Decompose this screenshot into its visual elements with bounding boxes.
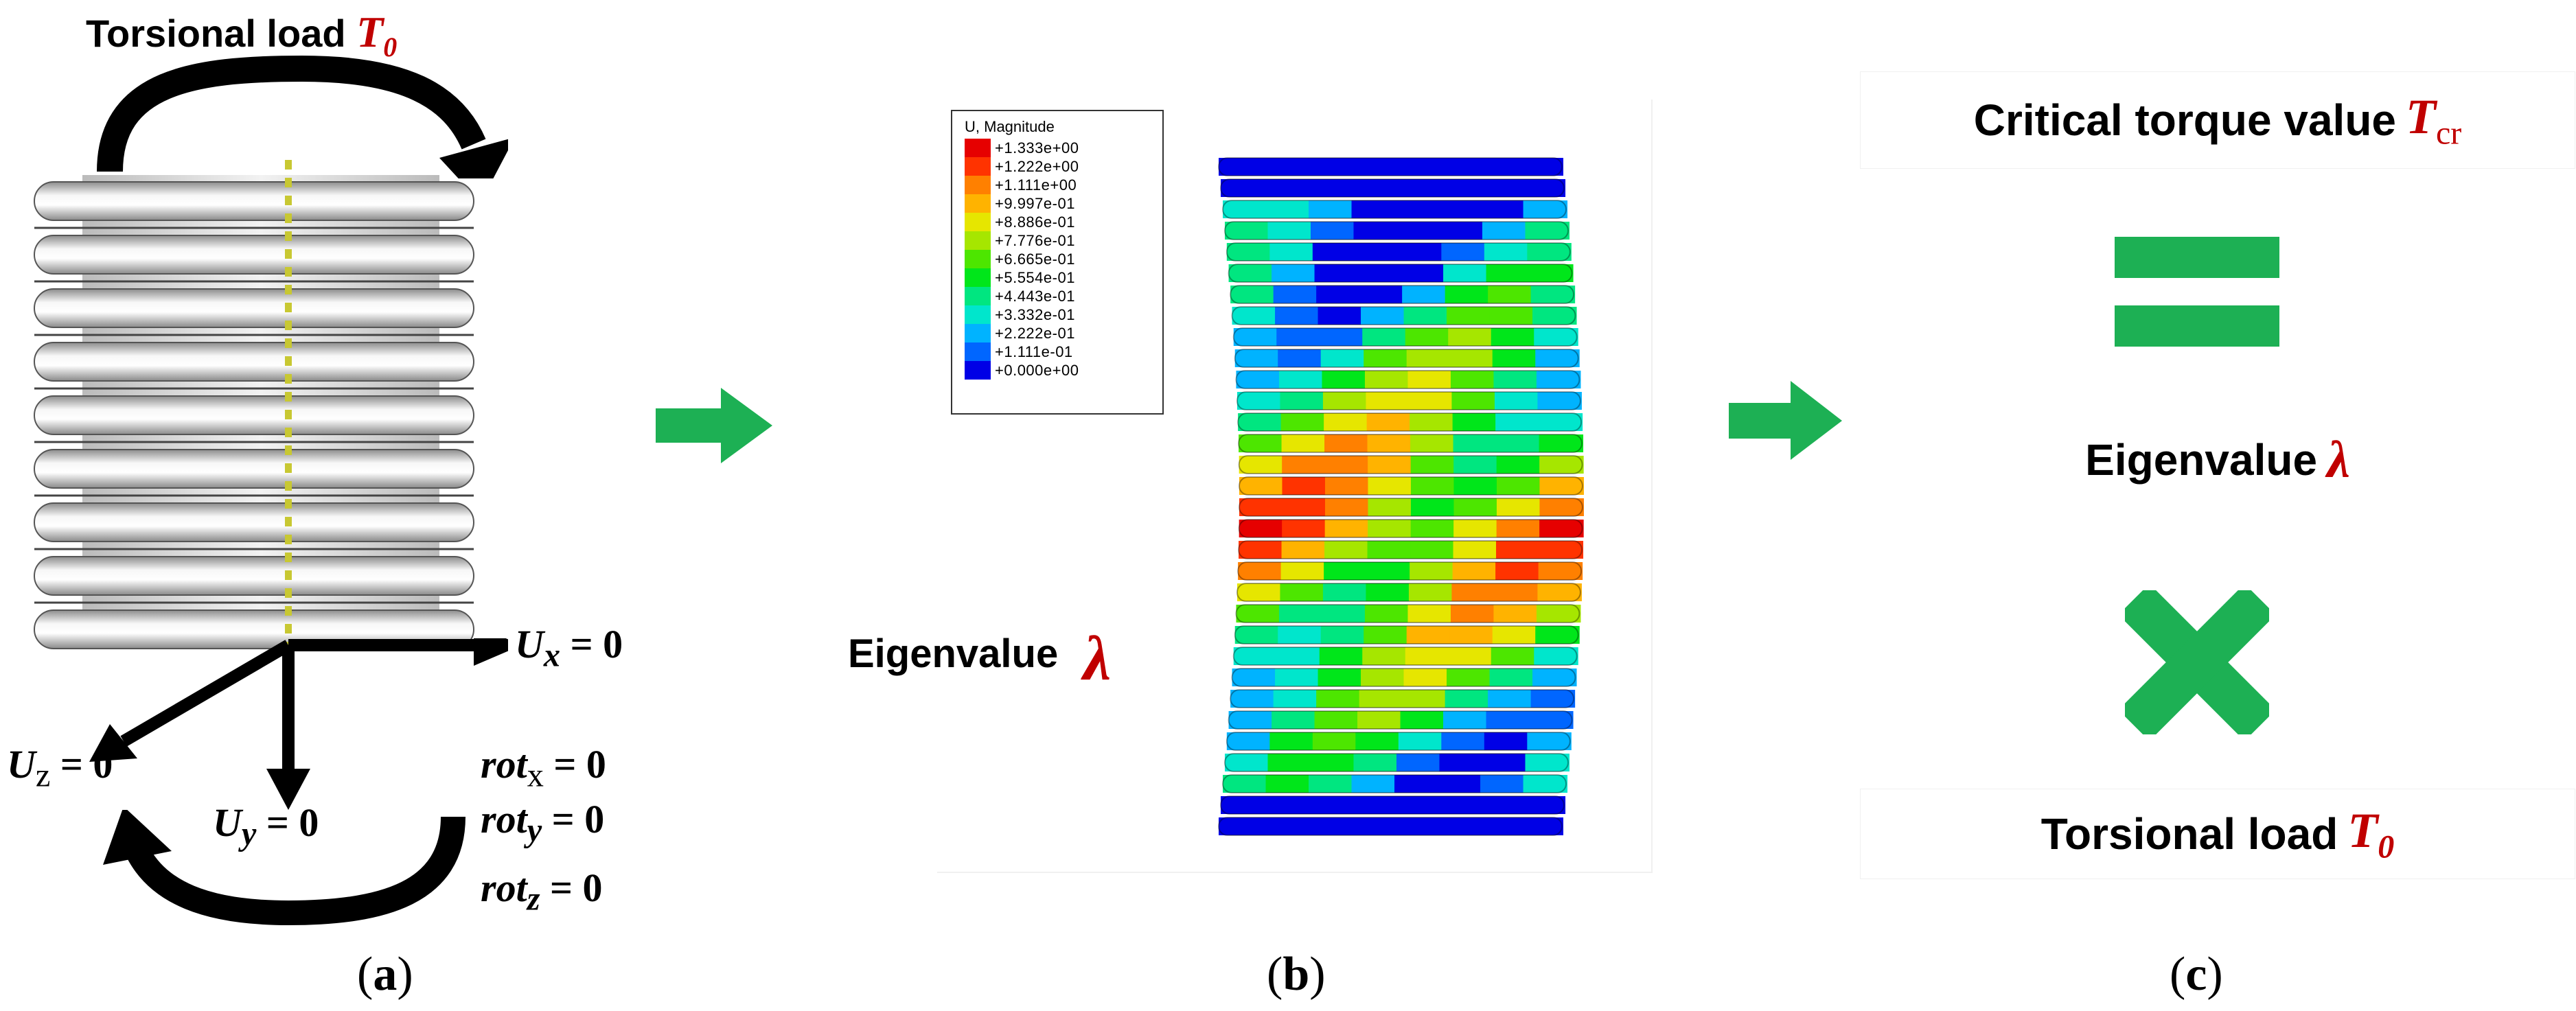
right-arrow-icon-2: [1729, 381, 1842, 460]
legend-swatch: [965, 305, 991, 324]
multiply-icon: [2125, 590, 2269, 734]
legend-swatch: [965, 342, 991, 361]
uy-equation: Uy = 0: [213, 800, 319, 852]
uz-equation: Uz = 0: [7, 742, 113, 794]
legend-row: +9.997e-01: [965, 194, 1162, 213]
critical-torque-label: Critical torque value Tcr: [1861, 72, 2575, 168]
legend-row: +1.222e+00: [965, 157, 1162, 176]
legend-row: +1.333e+00: [965, 139, 1162, 157]
legend-row: +1.111e+00: [965, 176, 1162, 194]
legend-value: +1.111e+00: [995, 176, 1077, 194]
lambda-symbol: λ: [1083, 623, 1112, 693]
caption-a: (a): [357, 948, 413, 1001]
legend-swatch: [965, 194, 991, 213]
legend-swatch: [965, 287, 991, 305]
legend-row: +1.111e-01: [965, 342, 1162, 361]
legend-title: U, Magnitude: [965, 118, 1055, 135]
legend-value: +5.554e-01: [995, 268, 1075, 286]
legend-row: +4.443e-01: [965, 287, 1162, 305]
legend-value: +8.886e-01: [995, 213, 1075, 231]
boundary-arrows: [89, 638, 522, 810]
legend-swatch: [965, 361, 991, 380]
caption-b: (b): [1267, 948, 1326, 1001]
rotation-curved-arrow-icon: [103, 810, 465, 926]
legend-swatch: [965, 213, 991, 231]
roty-equation: roty = 0: [474, 796, 612, 850]
deformed-bellows-contour: [1218, 157, 1584, 836]
legend-swatch: [965, 324, 991, 342]
panel-c-eigen-label: Eigenvalue λ: [2085, 430, 2350, 489]
rotx-equation: rotx = 0: [474, 741, 613, 795]
panel-b-eigen-label: Eigenvalue λ: [841, 604, 1118, 693]
contour-legend: U, Magnitude +1.333e+00 +1.222e+00 +1.111e…: [951, 110, 1164, 415]
panel-c-torsional-label: Torsional load T0: [1861, 789, 2575, 879]
torsion-curved-arrow-icon: [97, 55, 508, 178]
legend-swatch: [965, 157, 991, 176]
caption-c: (c): [2170, 948, 2223, 1001]
legend-value: +0.000e+00: [995, 361, 1079, 379]
legend-swatch: [965, 139, 991, 157]
legend-row: +3.332e-01: [965, 305, 1162, 324]
legend-value: +4.443e-01: [995, 287, 1075, 305]
legend-swatch: [965, 176, 991, 194]
legend-row: +0.000e+00: [965, 361, 1162, 380]
panel-a-title: Torsional load T0: [86, 8, 398, 62]
legend-value: +3.332e-01: [995, 305, 1075, 323]
legend-row: +6.665e-01: [965, 250, 1162, 268]
legend-value: +1.222e+00: [995, 157, 1079, 175]
legend-row: +5.554e-01: [965, 268, 1162, 287]
equals-icon: [2115, 237, 2279, 347]
right-arrow-icon: [656, 388, 772, 463]
legend-value: +1.111e-01: [995, 342, 1073, 360]
legend-value: +7.776e-01: [995, 231, 1075, 249]
legend-row: +7.776e-01: [965, 231, 1162, 250]
legend-row: +8.886e-01: [965, 213, 1162, 231]
legend-swatch: [965, 250, 991, 268]
legend-value: +1.333e+00: [995, 139, 1079, 156]
panel-b-frame: [937, 100, 1653, 873]
legend-value: +6.665e-01: [995, 250, 1075, 268]
torque-symbol: T0: [356, 8, 398, 62]
legend-row: +2.222e-01: [965, 324, 1162, 342]
legend-value: +2.222e-01: [995, 324, 1075, 342]
legend-swatch: [965, 268, 991, 287]
ux-equation: Ux = 0: [508, 621, 630, 675]
bellows-model: [34, 160, 474, 649]
legend-swatch: [965, 231, 991, 250]
rotz-equation: rotz = 0: [474, 865, 610, 918]
legend-value: +9.997e-01: [995, 194, 1075, 212]
